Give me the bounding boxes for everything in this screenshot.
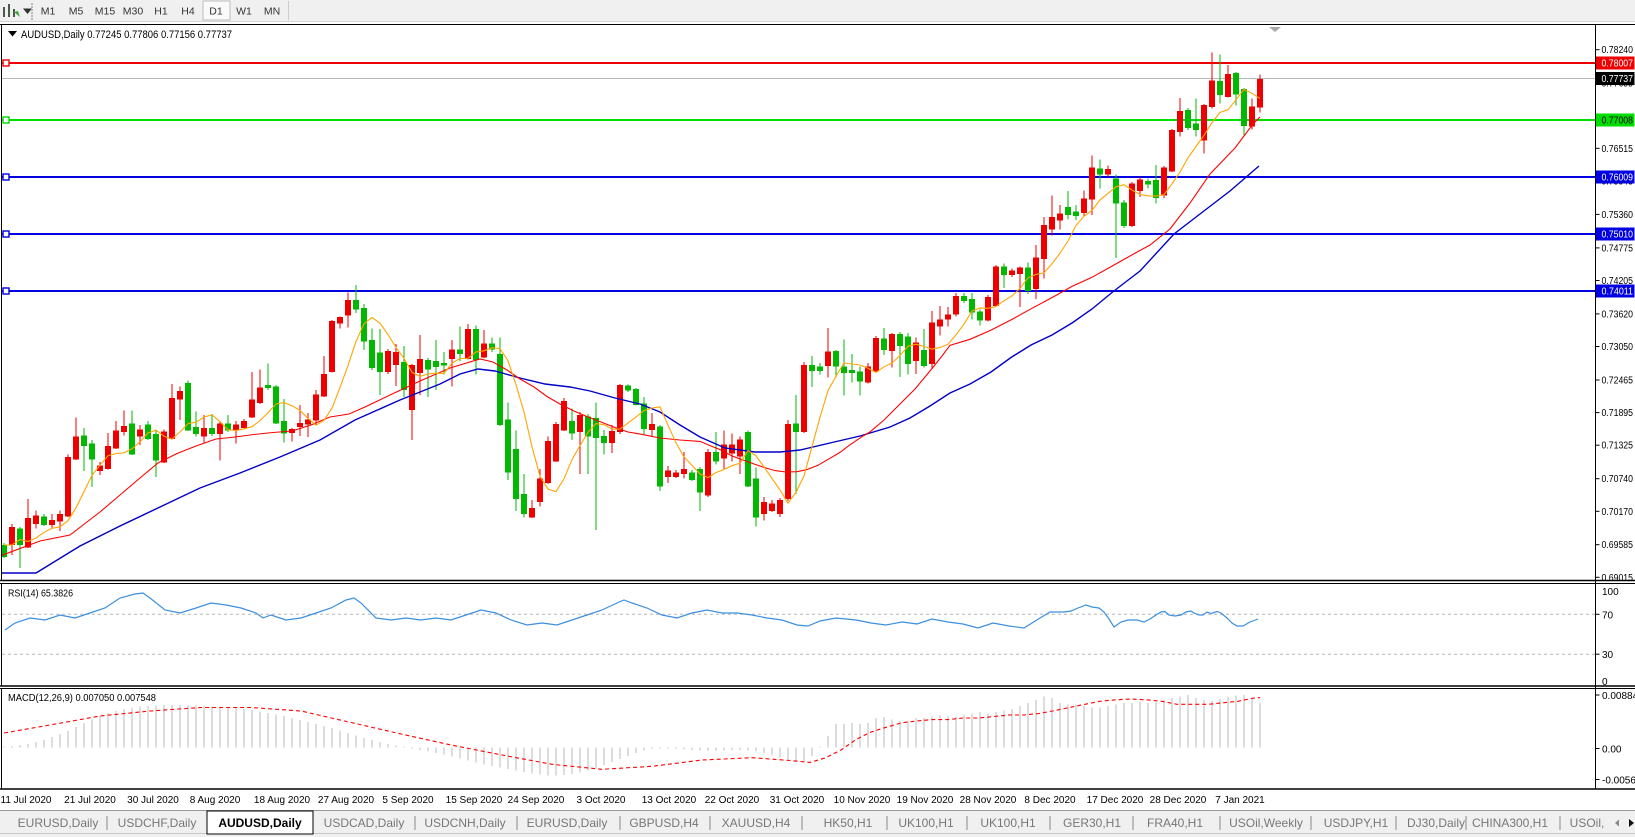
svg-text:7 Jan 2021: 7 Jan 2021 [1215, 795, 1265, 806]
svg-text:M15: M15 [95, 6, 116, 18]
svg-text:H4: H4 [181, 6, 195, 18]
svg-text:AUDUSD,Daily 0.77245 0.77806: AUDUSD,Daily 0.77245 0.77806 0.77156 0.7… [21, 29, 232, 41]
svg-text:0.77008: 0.77008 [1602, 116, 1634, 127]
svg-text:EURUSD,Daily: EURUSD,Daily [527, 816, 608, 830]
svg-text:21 Jul 2020: 21 Jul 2020 [64, 795, 116, 806]
svg-text:0.74011: 0.74011 [1602, 287, 1634, 298]
svg-text:0.71325: 0.71325 [1602, 441, 1634, 452]
svg-text:0.72465: 0.72465 [1602, 376, 1634, 387]
svg-text:0.75360: 0.75360 [1602, 210, 1634, 221]
svg-text:0.73050: 0.73050 [1602, 342, 1634, 353]
svg-text:0: 0 [1602, 677, 1608, 688]
svg-text:17 Dec 2020: 17 Dec 2020 [1087, 795, 1144, 806]
svg-text:0.78240: 0.78240 [1602, 45, 1634, 56]
svg-text:8 Dec 2020: 8 Dec 2020 [1024, 795, 1076, 806]
svg-text:M30: M30 [123, 6, 144, 18]
svg-text:GER30,H1: GER30,H1 [1063, 816, 1121, 830]
svg-text:0.70740: 0.70740 [1602, 474, 1634, 485]
svg-text:5 Sep 2020: 5 Sep 2020 [382, 795, 434, 806]
svg-text:0.69585: 0.69585 [1602, 540, 1634, 551]
svg-text:H1: H1 [154, 6, 168, 18]
svg-text:11 Jul 2020: 11 Jul 2020 [1, 795, 52, 806]
svg-text:USDJPY,H1: USDJPY,H1 [1324, 816, 1389, 830]
svg-text:24 Sep 2020: 24 Sep 2020 [508, 795, 565, 806]
svg-text:0.00884: 0.00884 [1602, 691, 1635, 702]
svg-text:MN: MN [264, 6, 280, 18]
svg-text:RSI(14) 65.3826: RSI(14) 65.3826 [8, 589, 73, 600]
svg-text:UK100,H1: UK100,H1 [898, 816, 954, 830]
svg-text:W1: W1 [236, 6, 252, 18]
svg-text:0.77737: 0.77737 [1602, 74, 1634, 85]
svg-text:19 Nov 2020: 19 Nov 2020 [897, 795, 954, 806]
svg-text:DJ30,Daily: DJ30,Daily [1407, 816, 1465, 830]
svg-text:M5: M5 [69, 6, 84, 18]
svg-text:FRA40,H1: FRA40,H1 [1147, 816, 1203, 830]
svg-text:0.00: 0.00 [1602, 745, 1622, 756]
svg-text:0.75010: 0.75010 [1602, 230, 1634, 241]
svg-text:M1: M1 [41, 6, 56, 18]
svg-text:10 Nov 2020: 10 Nov 2020 [834, 795, 891, 806]
svg-text:0.76515: 0.76515 [1602, 144, 1634, 155]
svg-text:0.78007: 0.78007 [1602, 59, 1634, 70]
svg-text:MACD(12,26,9) 0.007050 0.00754: MACD(12,26,9) 0.007050 0.007548 [8, 693, 156, 704]
svg-text:18 Aug 2020: 18 Aug 2020 [254, 795, 311, 806]
svg-text:0.74205: 0.74205 [1602, 276, 1634, 287]
svg-text:0.71895: 0.71895 [1602, 408, 1634, 419]
svg-text:27 Aug 2020: 27 Aug 2020 [318, 795, 375, 806]
svg-text:30: 30 [1602, 650, 1614, 661]
svg-text:-0.00565: -0.00565 [1602, 776, 1635, 787]
svg-text:CHINA300,H1: CHINA300,H1 [1472, 816, 1548, 830]
svg-text:0.70170: 0.70170 [1602, 507, 1634, 518]
svg-text:AUDUSD,Daily: AUDUSD,Daily [218, 816, 302, 830]
svg-text:USDCHF,Daily: USDCHF,Daily [118, 816, 197, 830]
svg-text:31 Oct 2020: 31 Oct 2020 [770, 795, 825, 806]
svg-text:XAUUSD,H4: XAUUSD,H4 [722, 816, 791, 830]
svg-text:UK100,H1: UK100,H1 [980, 816, 1036, 830]
svg-text:15 Sep 2020: 15 Sep 2020 [446, 795, 503, 806]
svg-text:EURUSD,Daily: EURUSD,Daily [18, 816, 99, 830]
svg-text:22 Oct 2020: 22 Oct 2020 [705, 795, 760, 806]
svg-text:USOil,Weekly: USOil,Weekly [1229, 816, 1303, 830]
svg-text:USDCNH,Daily: USDCNH,Daily [424, 816, 505, 830]
svg-text:USOil,: USOil, [1570, 816, 1605, 830]
svg-text:USDCAD,Daily: USDCAD,Daily [324, 816, 405, 830]
svg-text:13 Oct 2020: 13 Oct 2020 [642, 795, 697, 806]
svg-text:HK50,H1: HK50,H1 [824, 816, 873, 830]
svg-text:0.76009: 0.76009 [1602, 173, 1634, 184]
svg-text:28 Nov 2020: 28 Nov 2020 [960, 795, 1017, 806]
svg-text:3 Oct 2020: 3 Oct 2020 [577, 795, 626, 806]
svg-text:GBPUSD,H4: GBPUSD,H4 [629, 816, 699, 830]
svg-text:100: 100 [1602, 587, 1619, 598]
svg-text:D1: D1 [209, 6, 223, 18]
svg-text:70: 70 [1602, 610, 1614, 621]
svg-text:0.73620: 0.73620 [1602, 309, 1634, 320]
svg-text:8 Aug 2020: 8 Aug 2020 [190, 795, 241, 806]
svg-text:0.69015: 0.69015 [1602, 573, 1634, 584]
svg-text:28 Dec 2020: 28 Dec 2020 [1150, 795, 1207, 806]
svg-text:30 Jul 2020: 30 Jul 2020 [127, 795, 179, 806]
svg-text:0.74775: 0.74775 [1602, 243, 1634, 254]
